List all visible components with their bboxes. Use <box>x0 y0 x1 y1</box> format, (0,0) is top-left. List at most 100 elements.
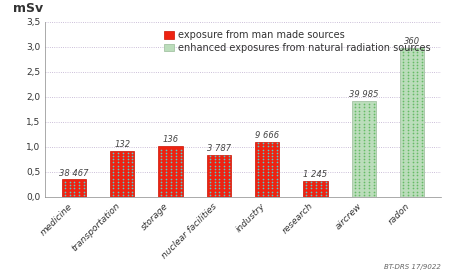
Point <box>414 180 421 184</box>
Point <box>418 186 426 191</box>
Point <box>259 186 266 191</box>
Point <box>172 193 180 197</box>
Point <box>206 164 213 168</box>
Point <box>124 177 131 181</box>
Point <box>269 160 276 165</box>
Point <box>418 57 426 61</box>
Point <box>274 144 281 149</box>
Point <box>322 193 329 197</box>
Point <box>414 121 421 126</box>
Point <box>129 189 136 194</box>
Point <box>264 167 271 171</box>
Point <box>264 186 271 191</box>
Point <box>356 157 363 161</box>
Point <box>409 69 416 74</box>
Point <box>404 138 411 142</box>
Point <box>414 173 421 178</box>
Point <box>211 173 218 178</box>
Point <box>351 141 358 145</box>
Point <box>370 160 378 165</box>
Point <box>71 186 78 191</box>
Point <box>259 180 266 184</box>
Point <box>109 177 117 181</box>
Point <box>167 164 175 168</box>
Point <box>158 193 165 197</box>
Point <box>418 115 426 119</box>
Point <box>114 183 122 187</box>
Point <box>220 164 228 168</box>
Point <box>414 86 421 90</box>
Point <box>370 170 378 174</box>
Point <box>351 102 358 106</box>
Point <box>418 69 426 74</box>
Point <box>356 141 363 145</box>
Point <box>409 50 416 54</box>
Point <box>177 193 184 197</box>
Point <box>269 180 276 184</box>
Point <box>351 183 358 187</box>
Point <box>351 118 358 123</box>
Point <box>317 183 324 187</box>
Point <box>414 99 421 103</box>
Point <box>274 151 281 155</box>
Point <box>259 164 266 168</box>
Point <box>414 112 421 116</box>
Point <box>259 189 266 194</box>
Point <box>162 183 170 187</box>
Point <box>365 157 373 161</box>
Point <box>418 154 426 158</box>
Point <box>211 193 218 197</box>
Point <box>414 92 421 97</box>
Point <box>409 138 416 142</box>
Point <box>162 189 170 194</box>
Point <box>254 193 261 197</box>
Point <box>162 154 170 158</box>
Point <box>129 164 136 168</box>
Point <box>370 186 378 191</box>
Point <box>119 180 126 184</box>
Point <box>370 193 378 197</box>
Point <box>109 189 117 194</box>
Bar <box>110 151 135 197</box>
Point <box>177 164 184 168</box>
Point <box>162 160 170 165</box>
Point <box>158 160 165 165</box>
Point <box>409 60 416 64</box>
Point <box>356 144 363 149</box>
Point <box>356 193 363 197</box>
Point <box>414 124 421 129</box>
Point <box>225 193 233 197</box>
Point <box>307 189 315 194</box>
Point <box>418 177 426 181</box>
Point <box>124 173 131 178</box>
Point <box>365 118 373 123</box>
Point <box>409 115 416 119</box>
Point <box>167 151 175 155</box>
Point <box>351 180 358 184</box>
Point <box>351 128 358 132</box>
Point <box>414 141 421 145</box>
Point <box>404 121 411 126</box>
Point <box>158 186 165 191</box>
Point <box>409 53 416 58</box>
Point <box>206 183 213 187</box>
Point <box>356 167 363 171</box>
Point <box>109 151 117 155</box>
Point <box>365 121 373 126</box>
Point <box>409 183 416 187</box>
Point <box>264 154 271 158</box>
Point <box>414 115 421 119</box>
Point <box>167 180 175 184</box>
Point <box>365 102 373 106</box>
Point <box>274 193 281 197</box>
Point <box>404 154 411 158</box>
Point <box>322 189 329 194</box>
Point <box>206 154 213 158</box>
Point <box>158 173 165 178</box>
Text: 132: 132 <box>114 141 130 150</box>
Point <box>211 160 218 165</box>
Point <box>409 154 416 158</box>
Point <box>414 193 421 197</box>
Point <box>356 180 363 184</box>
Point <box>409 95 416 100</box>
